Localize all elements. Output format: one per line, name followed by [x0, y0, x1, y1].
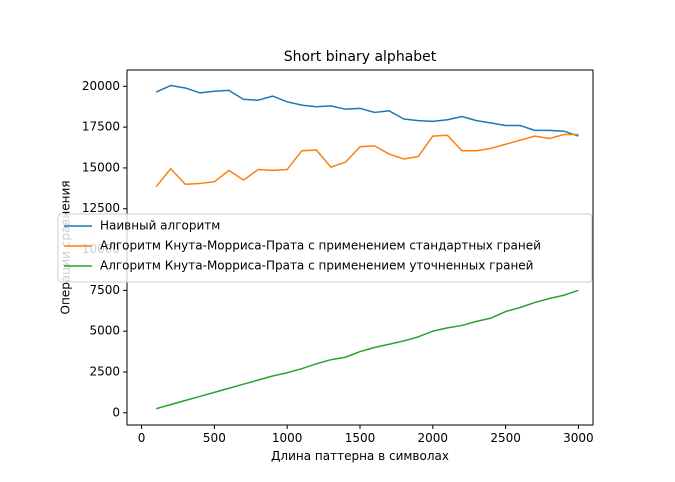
x-tick-label-2: 1000	[272, 431, 303, 445]
x-tick-label-6: 3000	[563, 431, 594, 445]
series-line-2	[155, 289, 579, 410]
x-tick-label-1: 500	[203, 431, 226, 445]
y-tick-label-5: 12500	[82, 201, 120, 215]
y-tick-label-3: 7500	[89, 283, 120, 297]
y-tick-label-0: 0	[112, 405, 120, 419]
legend-entry-0: Наивный алгоритм	[100, 219, 220, 233]
legend: Наивный алгоритм Алгоритм Кнута-Морриса-П…	[57, 213, 593, 283]
series-line-1	[155, 133, 579, 188]
y-tick-label-1: 2500	[89, 364, 120, 378]
y-tick-label-7: 17500	[82, 120, 120, 134]
y-tick-label-6: 15000	[82, 160, 120, 174]
x-tick-label-5: 2500	[490, 431, 521, 445]
y-tick-label-8: 20000	[82, 79, 120, 93]
chart-title: Short binary alphabet	[284, 49, 437, 65]
x-tick-label-4: 2000	[418, 431, 449, 445]
y-tick-label-2: 5000	[89, 324, 120, 338]
series-layer	[155, 84, 579, 410]
legend-entry-1: Алгоритм Кнута-Морриса-Прата с применени…	[100, 239, 541, 253]
x-tick-label-3: 1500	[345, 431, 376, 445]
legend-box	[57, 213, 593, 283]
ticks-layer: 0500100015002000250030000250050007500100…	[82, 79, 594, 445]
x-axis-label: Длина паттерна в символах	[271, 449, 449, 463]
series-line-0	[155, 84, 579, 137]
legend-entry-2: Алгоритм Кнута-Морриса-Прата с применени…	[100, 259, 533, 273]
x-tick-label-0: 0	[138, 431, 146, 445]
